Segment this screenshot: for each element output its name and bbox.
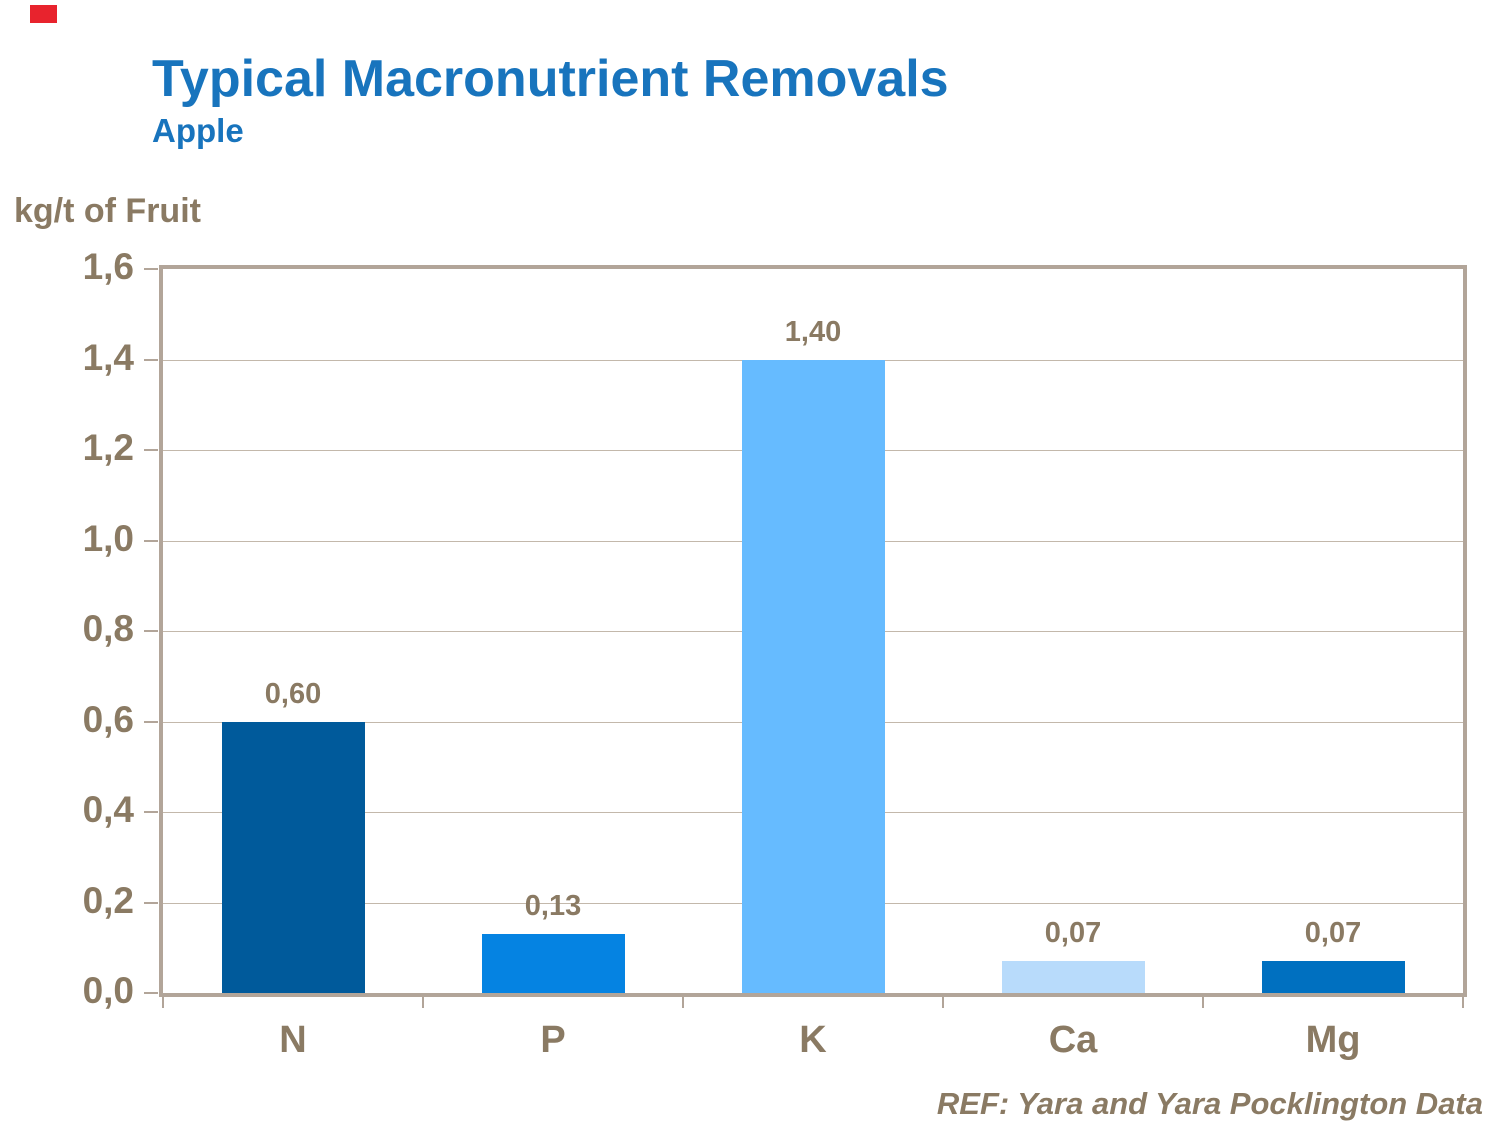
category-label-N: N — [279, 1019, 307, 1061]
chart-title: Typical Macronutrient Removals — [152, 50, 949, 108]
x-tick-mark — [422, 995, 424, 1008]
y-tick-mark — [144, 992, 158, 994]
bar-P — [482, 934, 625, 993]
y-axis-title: kg/t of Fruit — [14, 192, 201, 230]
x-tick-mark — [1202, 995, 1204, 1008]
reference-text: REF: Yara and Yara Pocklington Data — [936, 1086, 1483, 1121]
y-tick-label: 1,4 — [82, 337, 134, 378]
y-tick-mark — [144, 359, 158, 361]
y-tick-label: 0,2 — [82, 880, 134, 921]
bar-K — [742, 360, 885, 993]
value-label-N: 0,60 — [264, 678, 322, 710]
x-tick-mark — [682, 995, 684, 1008]
y-tick-label: 1,6 — [82, 246, 134, 287]
y-tick-label: 1,2 — [82, 427, 134, 468]
value-label-P: 0,13 — [524, 890, 582, 922]
plot-area — [159, 265, 1467, 997]
red-corner-mark — [30, 5, 57, 23]
bar-Mg — [1262, 961, 1405, 993]
category-label-P: P — [540, 1019, 566, 1061]
y-tick-mark — [144, 630, 158, 632]
y-tick-label: 0,8 — [82, 608, 134, 649]
y-tick-label: 0,4 — [82, 789, 134, 830]
bar-N — [222, 722, 365, 993]
bar-Ca — [1002, 961, 1145, 993]
value-label-K: 1,40 — [784, 316, 842, 348]
y-tick-mark — [144, 721, 158, 723]
y-tick-mark — [144, 268, 158, 270]
value-label-Mg: 0,07 — [1304, 917, 1362, 949]
x-tick-mark — [942, 995, 944, 1008]
y-tick-mark — [144, 811, 158, 813]
y-tick-label: 0,0 — [82, 970, 134, 1011]
category-label-Mg: Mg — [1305, 1019, 1361, 1061]
category-label-Ca: Ca — [1048, 1019, 1098, 1061]
x-tick-mark — [1462, 995, 1464, 1008]
y-tick-label: 0,6 — [82, 699, 134, 740]
y-tick-label: 1,0 — [82, 518, 134, 559]
chart-subtitle: Apple — [152, 112, 244, 149]
x-tick-mark — [162, 995, 164, 1008]
y-tick-mark — [144, 540, 158, 542]
y-tick-mark — [144, 449, 158, 451]
category-label-K: K — [799, 1019, 827, 1061]
value-label-Ca: 0,07 — [1044, 917, 1102, 949]
y-tick-mark — [144, 902, 158, 904]
